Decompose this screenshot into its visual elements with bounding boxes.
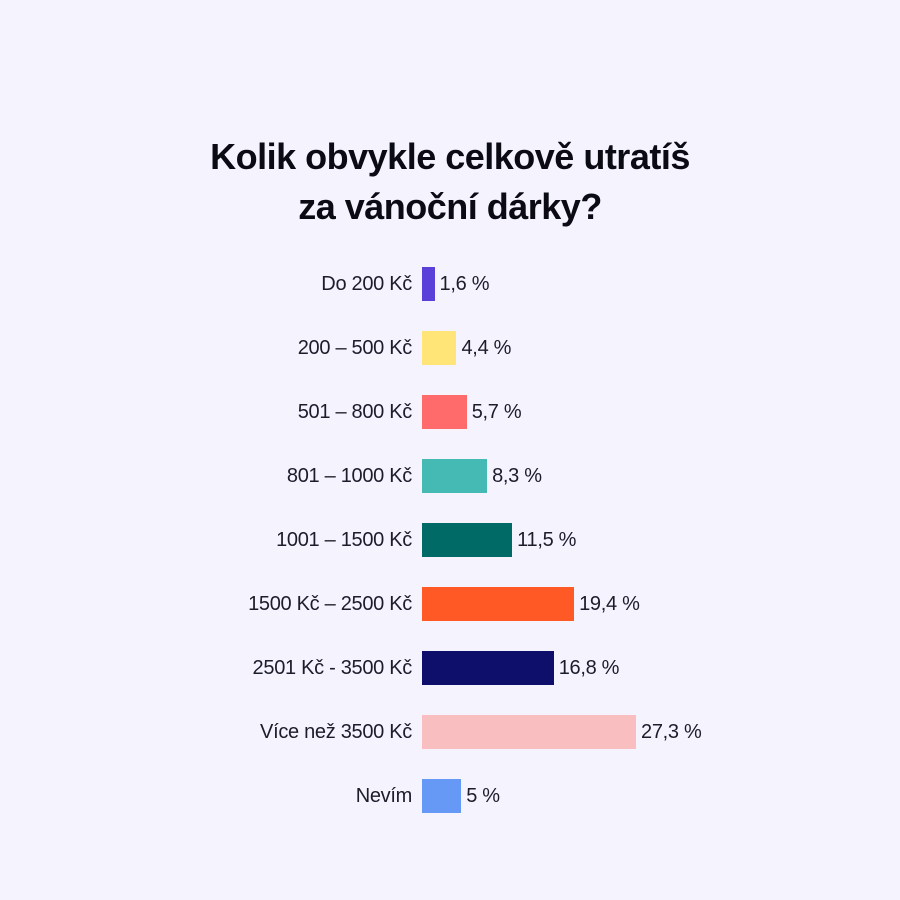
category-label: 1001 – 1500 Kč — [276, 529, 412, 551]
bar — [422, 395, 467, 429]
category-label: 1500 Kč – 2500 Kč — [248, 593, 412, 615]
value-label: 1,6 % — [439, 273, 490, 295]
bar-row: 200 – 500 Kč 4,4 % — [0, 331, 900, 365]
category-label: Nevím — [355, 785, 413, 807]
bar-row: Nevím 5 % — [0, 779, 900, 813]
bar-row: Více než 3500 Kč 27,3 % — [0, 715, 900, 749]
bar — [422, 523, 513, 557]
value-label: 5 % — [466, 785, 500, 807]
bar-row: 501 – 800 Kč 5,7 % — [0, 395, 900, 429]
category-label: 501 – 800 Kč — [297, 401, 413, 423]
chart-title-line-2: za vánoční dárky? — [298, 186, 602, 227]
chart-title-line-1: Kolik obvykle celkově utratíš — [210, 136, 690, 177]
bar — [422, 459, 488, 493]
bar-row: 1001 – 1500 Kč 11,5 % — [0, 523, 900, 557]
category-label: 2501 Kč - 3500 Kč — [252, 657, 413, 679]
value-label: 8,3 % — [492, 465, 542, 487]
bar — [422, 587, 575, 621]
bar-row: 801 – 1000 Kč 8,3 % — [0, 459, 900, 493]
value-label: 19,4 % — [579, 593, 640, 615]
bar — [422, 651, 554, 685]
bar-row: 2501 Kč - 3500 Kč 16,8 % — [0, 651, 900, 685]
category-label: 200 – 500 Kč — [297, 337, 413, 359]
value-label: 16,8 % — [558, 657, 620, 679]
bar-row: Do 200 Kč 1,6 % — [0, 267, 900, 301]
value-label: 11,5 % — [517, 529, 577, 551]
bar — [422, 715, 637, 749]
value-label: 27,3 % — [641, 721, 702, 743]
category-label: Do 200 Kč — [321, 273, 412, 295]
bar — [422, 267, 435, 301]
bar — [422, 331, 457, 365]
bar — [422, 779, 462, 813]
chart-title: Kolik obvykle celkově utratíš za vánoční… — [0, 132, 900, 232]
value-label: 4,4 % — [461, 337, 512, 359]
category-label: 801 – 1000 Kč — [286, 465, 412, 487]
category-label: Více než 3500 Kč — [260, 721, 412, 743]
value-label: 5,7 % — [471, 401, 522, 423]
bar-row: 1500 Kč – 2500 Kč 19,4 % — [0, 587, 900, 621]
